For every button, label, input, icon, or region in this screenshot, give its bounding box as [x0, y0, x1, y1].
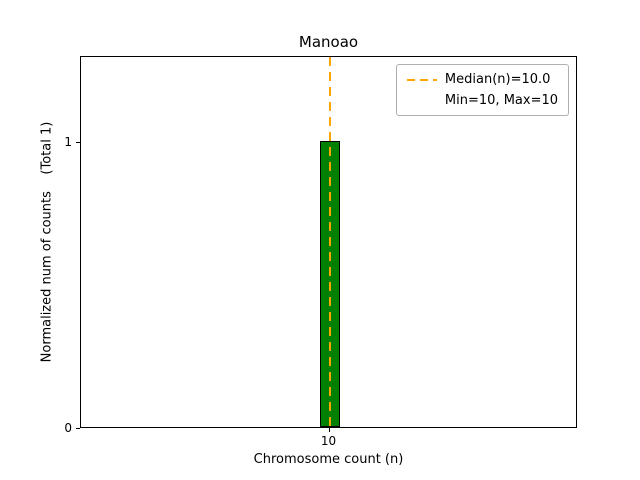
legend-row-median: Median(n)=10.0	[406, 72, 558, 87]
y-axis-label: Normalized num of counts (Total 1)	[39, 121, 55, 363]
x-axis-label: Chromosome count (n)	[253, 452, 404, 467]
y-tick-mark-0	[76, 428, 80, 429]
legend-label-median: Median(n)=10.0	[444, 72, 551, 87]
empty-swatch	[407, 100, 437, 102]
median-dashed-line-swatch	[406, 78, 437, 81]
x-tick-label-10: 10	[320, 434, 337, 448]
legend-label-minmax: Min=10, Max=10	[444, 93, 558, 108]
legend-row-minmax: Min=10, Max=10	[407, 93, 558, 108]
y-tick-label-1: 1	[64, 134, 72, 149]
plot-area: Median(n)=10.0 Min=10, Max=10	[80, 56, 577, 428]
y-tick-mark-1	[76, 141, 80, 143]
median-line	[328, 57, 331, 427]
chart-title: Manoao	[298, 33, 359, 51]
y-tick-label-0: 0	[64, 421, 72, 435]
x-tick-mark-10	[328, 428, 330, 432]
legend: Median(n)=10.0 Min=10, Max=10	[395, 64, 569, 116]
